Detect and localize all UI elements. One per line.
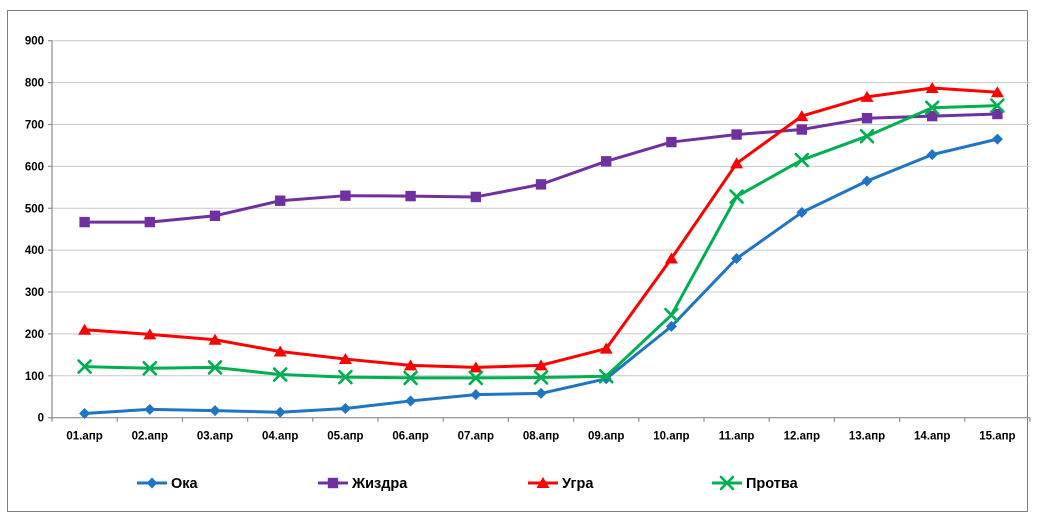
x-axis-label: 07.апр xyxy=(458,431,494,443)
data-point-marker-Жиздра xyxy=(927,110,938,122)
y-axis-label: 600 xyxy=(25,161,44,173)
data-point-marker-Угра xyxy=(469,361,483,373)
data-point-marker-Угра xyxy=(599,342,613,354)
x-axis-label: 02.апр xyxy=(132,431,168,443)
data-point-marker-Ока xyxy=(209,405,221,417)
x-axis-label: 11.апр xyxy=(719,431,755,443)
y-axis-label: 200 xyxy=(25,329,44,341)
data-point-marker-Ока xyxy=(144,403,156,415)
data-point-marker-Жиздра xyxy=(209,210,221,221)
data-point-marker-Жиздра xyxy=(275,195,286,206)
y-axis-label: 400 xyxy=(25,245,44,257)
y-axis-label: 900 xyxy=(25,36,44,48)
data-point-marker-Ока xyxy=(274,406,286,418)
legend-label-Угра: Угра xyxy=(562,476,594,492)
data-point-marker-Жиздра xyxy=(666,136,677,148)
data-point-marker-Ока xyxy=(339,402,351,414)
data-point-marker-Протва xyxy=(794,152,810,168)
x-axis-label: 13.апр xyxy=(849,431,885,443)
data-point-marker-Угра xyxy=(78,323,92,335)
data-point-marker-Протва xyxy=(533,370,549,385)
data-point-marker-Жиздра xyxy=(340,190,351,201)
data-point-marker-Жиздра xyxy=(79,216,90,228)
data-point-marker-Протва xyxy=(142,360,158,376)
x-axis-label: 15.апр xyxy=(979,431,1015,443)
y-axis-label: 500 xyxy=(25,203,44,215)
data-point-marker-Угра xyxy=(664,252,678,264)
data-point-marker-Протва xyxy=(598,368,614,384)
data-point-marker-Ока xyxy=(796,206,808,218)
data-point-marker-Протва xyxy=(859,128,875,144)
data-point-marker-Угра xyxy=(338,353,352,365)
legend-marker-Жиздра xyxy=(327,477,339,489)
data-point-marker-Жиздра xyxy=(861,112,873,124)
data-point-marker-Протва xyxy=(272,367,288,382)
y-axis-label: 700 xyxy=(25,119,44,131)
data-point-marker-Протва xyxy=(990,98,1005,113)
data-point-marker-Ока xyxy=(535,387,547,399)
data-point-marker-Угра xyxy=(534,359,548,371)
x-axis-label: 12.апр xyxy=(784,431,820,443)
data-point-marker-Угра xyxy=(208,333,222,345)
y-axis-label: 100 xyxy=(25,371,44,383)
legend-label-Жиздра: Жиздра xyxy=(351,476,408,492)
data-point-marker-Жиздра xyxy=(144,216,155,228)
data-point-marker-Угра xyxy=(990,86,1004,98)
x-axis-label: 01.апр xyxy=(66,431,102,443)
data-point-marker-Жиздра xyxy=(535,179,547,190)
data-point-marker-Ока xyxy=(665,320,677,332)
data-point-marker-Протва xyxy=(77,359,92,374)
data-point-marker-Протва xyxy=(924,100,940,116)
data-point-marker-Ока xyxy=(731,253,743,265)
legend-marker-Ока xyxy=(146,477,158,489)
legend-label-Протва: Протва xyxy=(746,476,799,492)
data-point-marker-Угра xyxy=(404,359,418,371)
data-point-marker-Жиздра xyxy=(470,191,481,203)
data-point-marker-Протва xyxy=(207,360,223,375)
x-axis-label: 06.апр xyxy=(392,431,428,443)
data-point-marker-Протва xyxy=(468,370,484,386)
x-axis-label: 10.апр xyxy=(653,431,689,443)
data-point-marker-Жиздра xyxy=(731,129,742,140)
data-point-marker-Протва xyxy=(403,370,418,386)
data-point-marker-Угра xyxy=(795,110,809,122)
data-point-marker-Угра xyxy=(143,328,157,340)
x-axis-label: 03.апр xyxy=(197,431,233,443)
chart-border xyxy=(7,10,1028,512)
data-point-marker-Ока xyxy=(79,408,91,420)
x-axis-label: 05.апр xyxy=(327,431,363,443)
y-axis-label: 0 xyxy=(38,413,44,425)
data-point-marker-Протва xyxy=(664,307,679,323)
data-point-marker-Жиздра xyxy=(796,124,807,135)
legend-marker-Угра xyxy=(536,477,550,488)
data-point-marker-Жиздра xyxy=(405,190,416,202)
y-axis-label: 300 xyxy=(25,287,44,299)
data-point-marker-Жиздра xyxy=(601,156,612,167)
data-point-marker-Ока xyxy=(470,389,482,401)
legend-label-Ока: Ока xyxy=(171,476,199,492)
x-axis-label: 09.апр xyxy=(588,431,624,443)
x-axis-label: 04.апр xyxy=(262,431,298,443)
data-point-marker-Угра xyxy=(860,90,874,102)
data-point-marker-Ока xyxy=(861,175,873,187)
x-axis-label: 14.апр xyxy=(914,431,950,443)
data-point-marker-Жиздра xyxy=(992,108,1003,120)
data-point-marker-Протва xyxy=(729,189,744,204)
data-point-marker-Угра xyxy=(925,82,939,94)
data-point-marker-Ока xyxy=(926,149,938,161)
data-point-marker-Угра xyxy=(730,157,744,169)
data-point-marker-Протва xyxy=(338,369,353,385)
data-point-marker-Ока xyxy=(991,133,1003,145)
x-axis-label: 08.апр xyxy=(523,431,559,443)
data-point-marker-Ока xyxy=(405,395,417,407)
data-point-marker-Угра xyxy=(273,345,287,357)
y-axis-label: 800 xyxy=(25,78,44,90)
legend-marker-Протва xyxy=(719,475,735,491)
